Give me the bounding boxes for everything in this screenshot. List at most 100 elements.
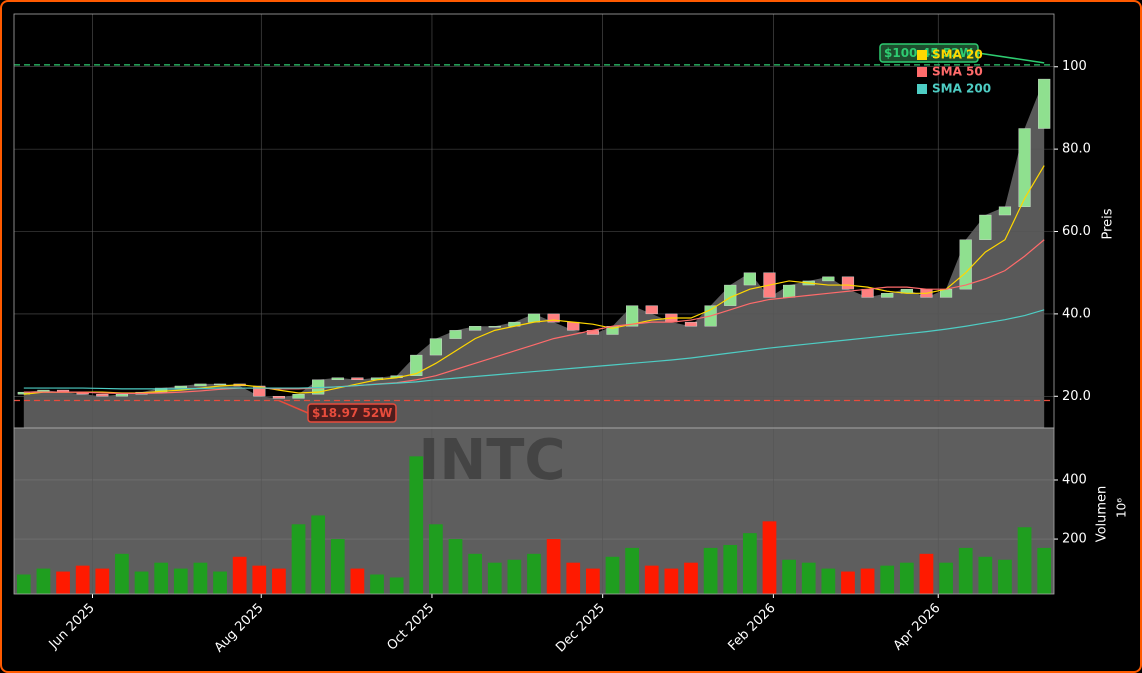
annotation-box — [879, 43, 979, 63]
candle-body — [469, 326, 482, 331]
candle-body — [1038, 78, 1051, 129]
y-tick-label: 200 — [1062, 532, 1087, 547]
volume-bar — [409, 456, 424, 594]
volume-bar — [213, 571, 227, 594]
volume-bar — [546, 539, 561, 594]
x-tick-label: Feb 2026 — [726, 601, 779, 654]
candle-body — [194, 383, 207, 387]
volume-bar — [1037, 547, 1052, 594]
volume-bar — [56, 571, 70, 594]
candle-body — [626, 305, 639, 327]
x-tick-label: Apr 2026 — [891, 601, 944, 654]
candle-body — [410, 354, 423, 376]
annotation-label: $100.45 52W — [884, 46, 973, 60]
volume-bar — [429, 524, 443, 594]
volume-bar — [625, 547, 639, 594]
volume-bar — [154, 562, 169, 594]
volume-bar — [193, 562, 208, 594]
volume-bar — [939, 562, 953, 594]
volume-bar — [703, 547, 718, 594]
volume-bar — [723, 544, 738, 594]
candle-body — [115, 394, 129, 397]
volume-bar — [173, 568, 188, 594]
volume-bar — [841, 571, 855, 594]
watermark: INTC — [419, 428, 566, 493]
volume-bar — [311, 515, 326, 594]
volume-bar — [487, 562, 502, 594]
candle-body — [174, 385, 187, 389]
volume-bar — [291, 524, 306, 594]
volume-bar — [1017, 527, 1032, 594]
annotation-label: $18.97 52W — [312, 406, 392, 420]
annotation-arrow — [977, 52, 1045, 64]
x-tick-label: Oct 2025 — [384, 601, 437, 654]
volume-bar — [998, 559, 1012, 594]
volume-bar — [507, 559, 522, 594]
candle-body — [881, 293, 894, 298]
volume-bar — [919, 553, 934, 594]
legend-swatch — [917, 67, 927, 77]
volume-bar — [782, 559, 796, 594]
volume-bar — [605, 556, 620, 594]
volume-bar — [16, 574, 31, 594]
candle-body — [547, 313, 560, 323]
volume-bar — [880, 565, 895, 594]
candle-body — [429, 338, 442, 356]
volume-bar — [252, 565, 267, 594]
annotation-box — [307, 403, 397, 423]
volume-bar — [586, 568, 600, 594]
x-tick-label: Dec 2025 — [553, 601, 608, 656]
volume-bar — [742, 533, 757, 594]
volume-bar — [527, 553, 541, 594]
volume-bar — [448, 539, 463, 594]
candle-body — [783, 284, 796, 298]
candle-body — [684, 321, 698, 327]
volume-bar — [330, 539, 345, 594]
volume-bar — [468, 553, 482, 594]
candle-body — [272, 396, 285, 399]
y-tick-label: 60.0 — [1062, 224, 1091, 239]
y-axis-exponent: 10⁶ — [1115, 498, 1129, 518]
y-axis-label: Preis — [1101, 208, 1116, 239]
sma-line — [23, 309, 1045, 390]
volume-bar — [95, 568, 110, 594]
candle-body — [1018, 128, 1031, 207]
candle-body — [155, 387, 168, 393]
x-tick-label: Aug 2025 — [212, 601, 267, 656]
candle-body — [822, 276, 835, 282]
y-tick-label: 100 — [1062, 59, 1087, 74]
volume-bar — [801, 562, 816, 594]
candle-body — [645, 305, 658, 315]
candle-body — [861, 288, 874, 298]
candle-body — [213, 383, 227, 386]
volume-bar — [370, 574, 384, 594]
sma-line — [23, 239, 1045, 394]
x-tick-label: Jun 2025 — [46, 601, 98, 653]
volume-bar — [899, 562, 914, 594]
volume-bar — [644, 565, 659, 594]
volume-bar — [389, 577, 404, 594]
volume-bar — [978, 556, 993, 594]
volume-bar — [232, 556, 247, 594]
candle-body — [331, 377, 344, 381]
candle-body — [959, 239, 972, 290]
legend-label: SMA 20 — [932, 48, 983, 62]
volume-bar — [36, 568, 51, 594]
volume-bar — [272, 568, 286, 594]
candle-body — [841, 276, 855, 290]
y-tick-label: 20.0 — [1062, 389, 1091, 404]
candle-body — [292, 394, 305, 399]
candle-body — [351, 377, 364, 381]
price-area — [23, 79, 1045, 428]
volume-bar — [860, 568, 875, 594]
candle-body — [488, 326, 501, 328]
candle-body — [998, 206, 1012, 216]
volume-bar — [821, 568, 836, 594]
volume-panel-border — [13, 427, 1055, 595]
annotation-arrow — [278, 399, 309, 414]
volume-bar — [566, 562, 581, 594]
candle-body — [96, 394, 109, 397]
volume-bar — [350, 568, 365, 594]
